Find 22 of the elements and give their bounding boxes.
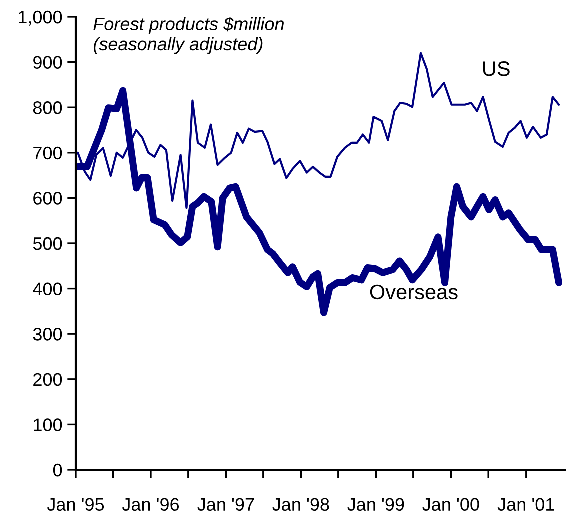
- y-tick-label: 0: [53, 464, 62, 477]
- series-label: Overseas: [370, 284, 458, 300]
- y-tick-label: 200: [34, 373, 62, 386]
- x-tick-label: Jan '98: [272, 498, 330, 512]
- y-tick-label: 300: [33, 328, 62, 341]
- y-tick-label: 900: [34, 56, 62, 70]
- y-tick-label: 100: [34, 418, 62, 432]
- x-tick-label: Jan '01: [498, 498, 554, 512]
- x-tick-label: Jan '97: [198, 498, 254, 512]
- y-tick-label: 800: [33, 102, 62, 114]
- x-tick-label: Jan '00: [422, 498, 480, 512]
- chart-title: Forest products $million: [94, 17, 284, 34]
- y-tick-label: 400: [33, 282, 62, 296]
- series-label: US: [483, 62, 510, 76]
- y-tick-label: 700: [34, 146, 62, 160]
- y-tick-label: 1,000: [19, 10, 62, 26]
- y-tick-label: 500: [33, 237, 62, 250]
- y-tick-label: 600: [34, 192, 62, 205]
- text: (seasonally adjusted): [94, 37, 263, 54]
- x-tick-label: Jan '99: [348, 498, 404, 512]
- x-tick-label: Jan '95: [47, 498, 104, 512]
- x-tick-label: Jan '96: [122, 498, 180, 512]
